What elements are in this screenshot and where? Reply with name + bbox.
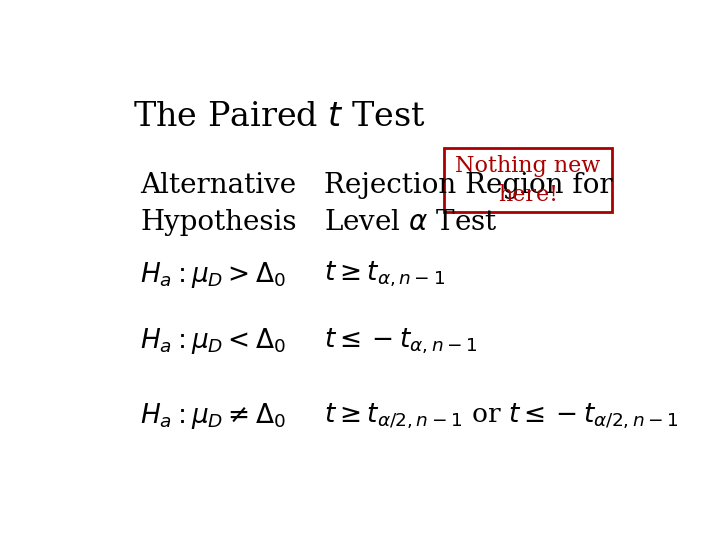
Text: $t \geq t_{\alpha,n-1}$: $t \geq t_{\alpha,n-1}$ <box>324 260 446 289</box>
Text: The Paired $t$ Test: The Paired $t$ Test <box>133 101 426 133</box>
Text: Rejection Region for
Level $\alpha$ Test: Rejection Region for Level $\alpha$ Test <box>324 172 613 237</box>
Text: $t \geq t_{\alpha/2,n-1}$ or $t \leq -t_{\alpha/2,n-1}$: $t \geq t_{\alpha/2,n-1}$ or $t \leq -t_… <box>324 401 679 431</box>
FancyBboxPatch shape <box>444 148 612 212</box>
Text: $H_a : \mu_D \neq \Delta_0$: $H_a : \mu_D \neq \Delta_0$ <box>140 401 287 431</box>
Text: $H_a : \mu_D < \Delta_0$: $H_a : \mu_D < \Delta_0$ <box>140 326 287 356</box>
Text: $t \leq -t_{\alpha,n-1}$: $t \leq -t_{\alpha,n-1}$ <box>324 327 478 356</box>
Text: Alternative
Hypothesis: Alternative Hypothesis <box>140 172 297 237</box>
Text: Nothing new
here!: Nothing new here! <box>456 155 600 206</box>
Text: $H_a : \mu_D > \Delta_0$: $H_a : \mu_D > \Delta_0$ <box>140 260 287 290</box>
